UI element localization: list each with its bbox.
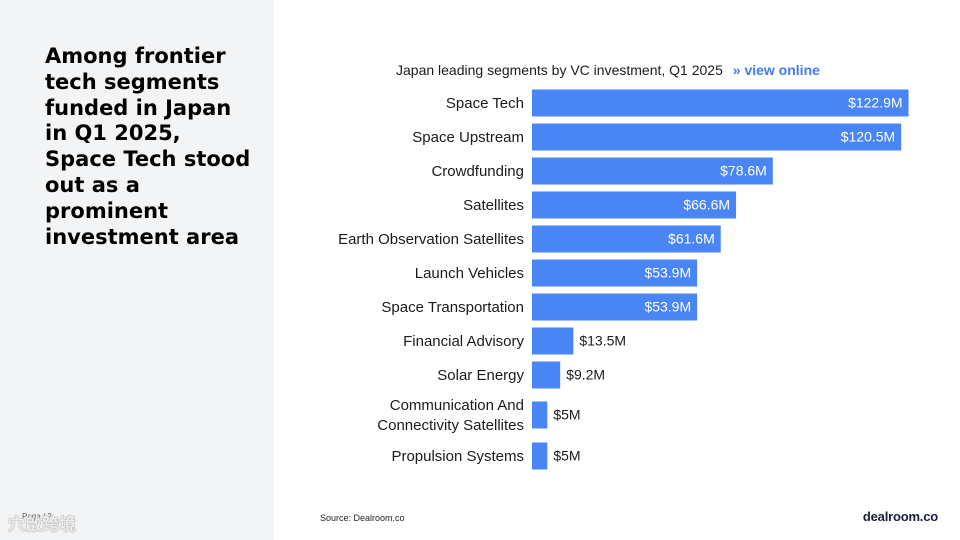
category-label-6: Space Transportation <box>381 299 524 316</box>
watermark: 穴啟跨境 <box>8 515 76 534</box>
left-panel <box>0 0 274 540</box>
value-label-8: $9.2M <box>566 367 605 383</box>
bar-0 <box>532 89 909 117</box>
category-label-2: Crowdfunding <box>431 163 524 180</box>
category-label-5: Launch Vehicles <box>415 265 524 282</box>
chart-title: Japan leading segments by VC investment,… <box>396 62 820 78</box>
page-number: Page / 2 <box>22 512 52 521</box>
bar-4 <box>532 225 721 253</box>
value-label-2: $78.6M <box>720 163 767 179</box>
value-label-10: $5M <box>553 448 580 464</box>
category-label-7: Financial Advisory <box>403 333 524 350</box>
value-label-6: $53.9M <box>644 299 691 315</box>
value-label-0: $122.9M <box>848 95 902 111</box>
value-label-9: $5M <box>553 407 580 423</box>
headline: Among frontier tech segments funded in J… <box>45 44 251 249</box>
category-label-4: Earth Observation Satellites <box>338 231 524 248</box>
bar-5 <box>532 259 698 287</box>
category-label-9: Communication And Connectivity Satellites <box>377 397 524 434</box>
category-label-0: Space Tech <box>446 95 524 112</box>
bar-7 <box>532 327 574 355</box>
source-note: Source: Dealroom.co <box>320 513 405 523</box>
bar-6 <box>532 293 698 321</box>
value-label-5: $53.9M <box>644 265 691 281</box>
view-online-link[interactable]: » view online <box>732 62 820 78</box>
category-label-1: Space Upstream <box>412 129 524 146</box>
bar-8 <box>532 361 561 389</box>
category-label-8: Solar Energy <box>437 367 524 384</box>
value-label-7: $13.5M <box>579 333 626 349</box>
bar-1 <box>532 123 902 151</box>
bar-chart: $122.9M Space Tech $120.5M Space Upstream $7… <box>338 89 909 470</box>
category-label-10: Propulsion Systems <box>391 448 524 465</box>
value-label-3: $66.6M <box>683 197 730 213</box>
category-label-3: Satellites <box>463 197 524 214</box>
value-label-4: $61.6M <box>668 231 715 247</box>
value-label-1: $120.5M <box>841 129 895 145</box>
bar-3 <box>532 191 737 219</box>
bar-9 <box>532 401 548 429</box>
bar-2 <box>532 157 773 185</box>
chart-title-text: Japan leading segments by VC investment,… <box>396 62 723 78</box>
bar-10 <box>532 442 548 470</box>
dealroom-logo: dealroom.co <box>862 509 938 524</box>
